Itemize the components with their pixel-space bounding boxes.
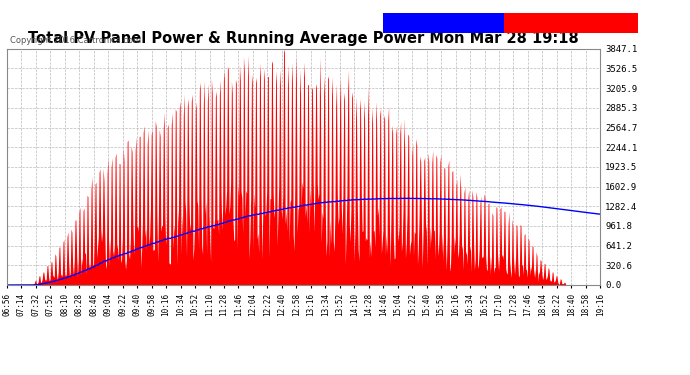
Title: Total PV Panel Power & Running Average Power Mon Mar 28 19:18: Total PV Panel Power & Running Average P…	[28, 31, 579, 46]
Text: Average  (DC Watts): Average (DC Watts)	[386, 18, 490, 27]
Text: Copyright 2016 Cartronics.com: Copyright 2016 Cartronics.com	[10, 36, 141, 45]
Text: PV Panels  (DC Watts): PV Panels (DC Watts)	[507, 18, 619, 27]
